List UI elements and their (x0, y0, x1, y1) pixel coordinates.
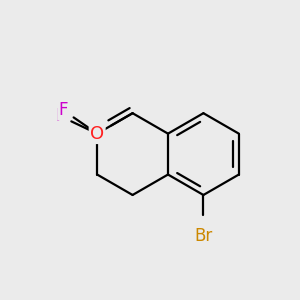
Text: F: F (58, 101, 68, 119)
Text: Br: Br (194, 227, 212, 245)
Text: O: O (90, 124, 104, 142)
Text: F: F (56, 107, 65, 125)
